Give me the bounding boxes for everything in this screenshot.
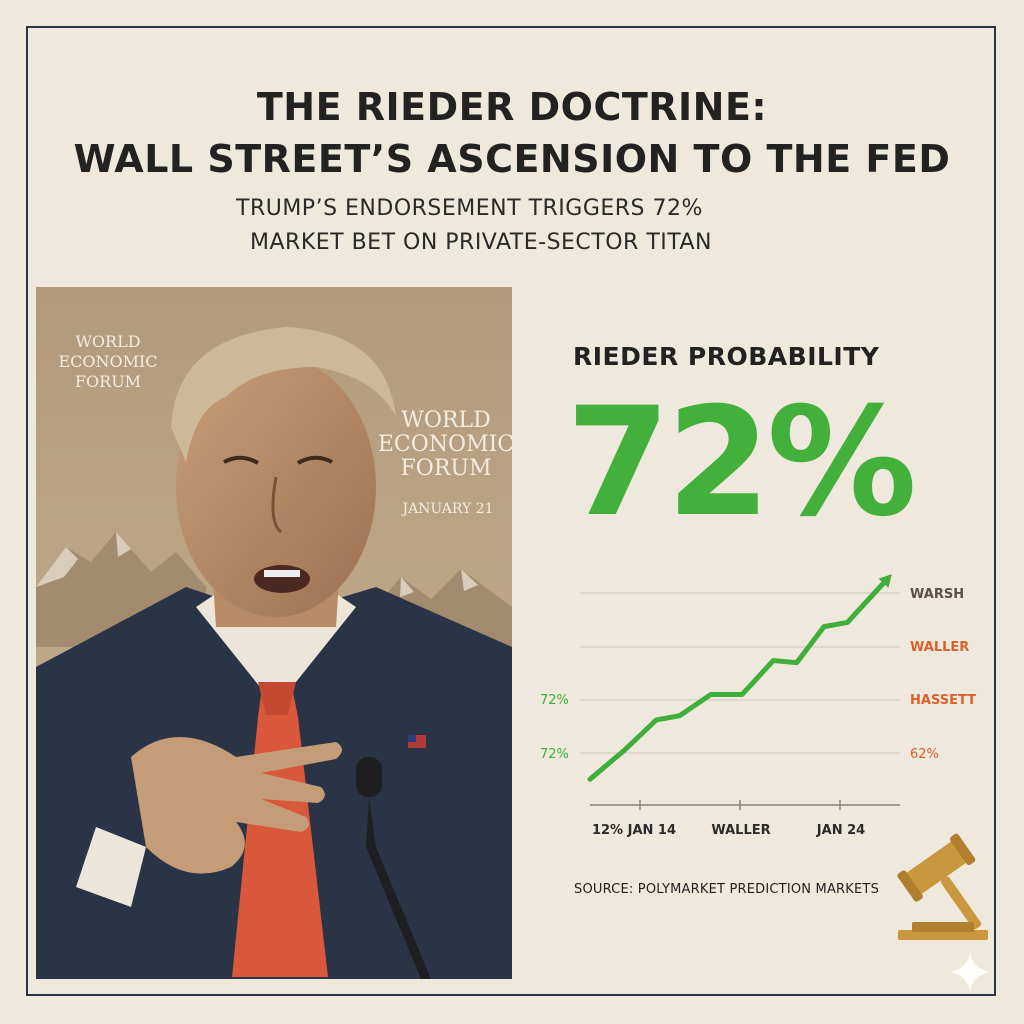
- backdrop-text-1: WORLD ECONOMIC FORUM: [58, 332, 157, 391]
- right-axis-label: WALLER: [910, 640, 969, 655]
- probability-label: RIEDER PROBABILITY: [573, 342, 880, 371]
- infographic-frame: [26, 26, 996, 996]
- source-note: SOURCE: POLYMARKET PREDICTION MARKETS: [574, 882, 880, 897]
- x-axis-labels: 12% JAN 14 WALLER JAN 24: [592, 823, 865, 838]
- title-line-1: THE RIEDER DOCTRINE:: [256, 85, 768, 129]
- sparkle-icon: [950, 952, 990, 992]
- left-axis-label: 72%: [540, 693, 569, 708]
- right-axis-label: WARSH: [910, 587, 964, 602]
- left-axis-label: 72%: [540, 747, 569, 762]
- backdrop-text-2: WORLD ECONOMIC FORUM: [378, 408, 512, 481]
- chart-grid: [580, 592, 900, 754]
- x-axis-label: 12% JAN 14: [592, 823, 676, 838]
- x-axis-label: JAN 24: [816, 823, 865, 838]
- title-line-2: WALL STREET’S ASCENSION TO THE FED: [73, 137, 951, 181]
- left-axis-labels: 72% 72%: [540, 693, 569, 762]
- mouth: [254, 565, 310, 593]
- backdrop-date: JANUARY 21: [400, 501, 493, 517]
- subtitle-line-2: MARKET BET ON PRIVATE-SECTOR TITAN: [250, 230, 712, 255]
- face: [176, 357, 376, 617]
- hand: [131, 737, 342, 874]
- microphone: [356, 757, 382, 797]
- x-ticks: [639, 800, 841, 810]
- series-line: [587, 577, 889, 782]
- probability-chart: 72% 72% WARSH WALLER HASSETT 62% 12% JAN 14 W…: [540, 574, 976, 838]
- arrowhead-icon: [878, 574, 892, 588]
- hair: [171, 327, 396, 462]
- portrait-svg: WORLD ECONOMIC FORUM WORLD ECONOMIC FORUM JA…: [36, 287, 512, 979]
- portrait-illustration: WORLD ECONOMIC FORUM WORLD ECONOMIC FORUM JA…: [36, 287, 512, 979]
- right-axis-label: HASSETT: [910, 693, 976, 708]
- right-axis-labels: WARSH WALLER HASSETT 62%: [910, 587, 976, 762]
- right-axis-label: 62%: [910, 747, 939, 762]
- subtitle-line-1: TRUMP’S ENDORSEMENT TRIGGERS 72%: [236, 196, 703, 221]
- x-axis-label: WALLER: [711, 823, 770, 838]
- probability-value: 72%: [566, 376, 917, 550]
- gavel-icon: [897, 833, 988, 940]
